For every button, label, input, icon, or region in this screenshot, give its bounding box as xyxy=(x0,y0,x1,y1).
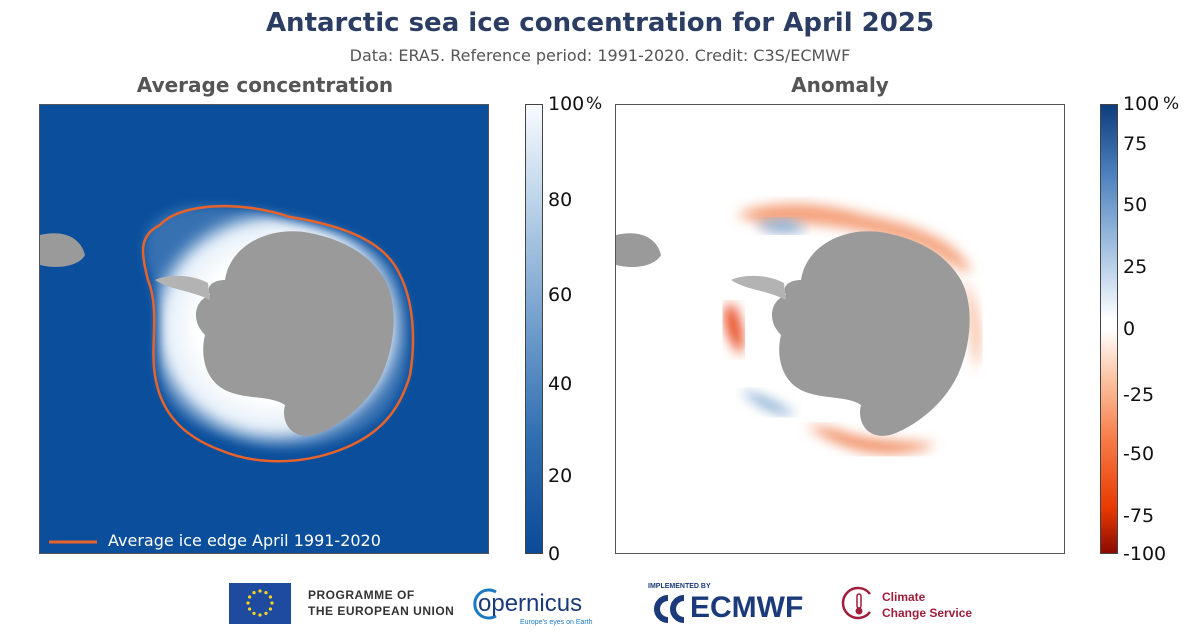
south-america-land xyxy=(40,233,85,267)
ecmwf-logo-text: ECMWF xyxy=(690,591,804,624)
colorbar-tick: -100 xyxy=(1123,543,1167,565)
colorbar-unit: % xyxy=(1163,94,1180,114)
page-subtitle: Data: ERA5. Reference period: 1991-2020.… xyxy=(349,46,851,65)
eu-stars-icon xyxy=(246,589,274,617)
copernicus-logo-text: opernicus xyxy=(478,590,583,617)
anomaly-colorbar xyxy=(1100,104,1118,554)
colorbar-tick: 25 xyxy=(1123,256,1148,278)
antarctica-land xyxy=(195,231,394,436)
colorbar-tick: 60 xyxy=(548,284,573,306)
negative-anomaly-region xyxy=(806,425,936,454)
eu-programme-text: THE EUROPEAN UNION xyxy=(308,604,455,618)
colorbar-tick: -25 xyxy=(1123,384,1155,406)
colorbar-tick: 100 xyxy=(1123,93,1160,115)
anomaly-svg xyxy=(616,203,981,454)
thermometer-icon xyxy=(841,586,871,620)
south-america-land xyxy=(616,233,661,267)
colorbar-tick: 75 xyxy=(1123,133,1148,155)
positive-anomaly-region xyxy=(756,218,806,234)
colorbar-tick: 100 xyxy=(548,93,585,115)
page-title: Antarctic sea ice concentration for Apri… xyxy=(265,8,935,38)
right-panel-title: Anomaly xyxy=(791,73,889,97)
ecmwf-implemented-text: IMPLEMENTED BY xyxy=(648,583,711,590)
colorbar-tick: 80 xyxy=(548,189,573,211)
negative-anomaly-region xyxy=(961,275,981,370)
colorbar-unit: % xyxy=(586,94,603,114)
negative-anomaly-region xyxy=(736,203,971,272)
legend-label: Average ice edge April 1991-2020 xyxy=(108,531,381,550)
colorbar-tick: -50 xyxy=(1123,443,1155,465)
copernicus-tagline: Europe's eyes on Earth xyxy=(520,619,593,626)
eu-programme-text: PROGRAMME OF xyxy=(308,588,415,602)
colorbar-tick: -75 xyxy=(1123,505,1155,527)
antarctic-peninsula xyxy=(731,275,786,300)
negative-anomaly-region xyxy=(724,305,744,355)
ecmwf-logo-icon xyxy=(654,595,685,623)
concentration-colorbar xyxy=(525,104,543,554)
antarctic-peninsula xyxy=(155,275,210,300)
antarctica-land xyxy=(771,231,970,436)
eu-flag-logo xyxy=(229,583,291,624)
ice-edge-line xyxy=(141,204,415,463)
copernicus-logo-icon xyxy=(473,588,497,620)
c3s-logo-text: Change Service xyxy=(882,606,973,620)
anomaly-map xyxy=(615,104,1065,554)
colorbar-tick: 50 xyxy=(1123,194,1148,216)
c3s-logo-text: Climate xyxy=(882,590,926,604)
average-concentration-svg xyxy=(40,204,415,544)
left-panel-title: Average concentration xyxy=(136,73,394,97)
positive-anomaly-region xyxy=(741,390,796,415)
average-concentration-map xyxy=(39,104,489,554)
colorbar-tick: 0 xyxy=(1123,318,1136,340)
colorbar-tick: 20 xyxy=(548,465,573,487)
colorbar-tick: 0 xyxy=(548,543,561,565)
colorbar-tick: 40 xyxy=(548,373,573,395)
